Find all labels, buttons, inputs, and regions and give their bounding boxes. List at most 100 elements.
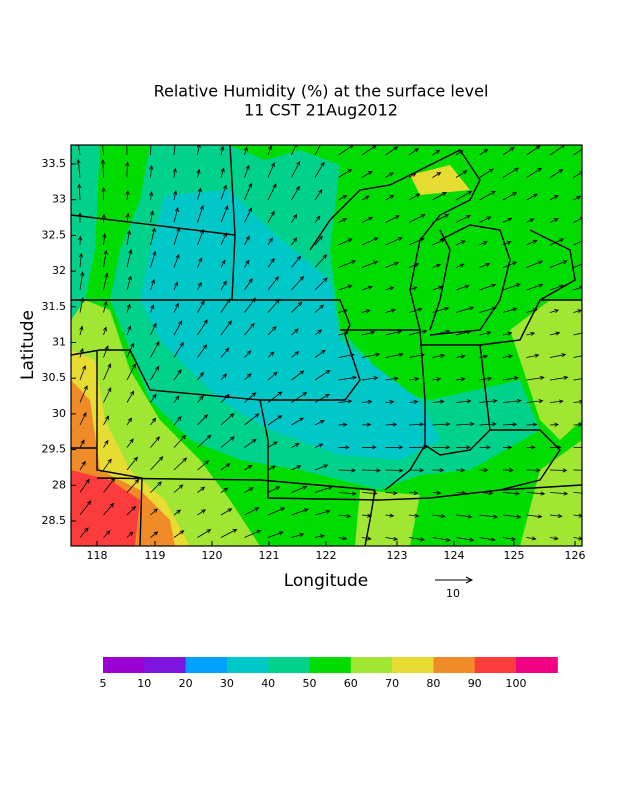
wind-vector	[173, 368, 182, 381]
wind-vector	[267, 371, 278, 381]
wind-vector	[526, 468, 541, 473]
wind-vector	[197, 395, 204, 403]
wind-vector	[173, 190, 178, 201]
wind-vector	[526, 422, 538, 427]
y-tick-label: 28.5	[42, 514, 67, 527]
wind-vector	[549, 260, 568, 268]
wind-vector	[385, 422, 398, 427]
wind-vector	[502, 167, 519, 178]
wind-vector	[173, 253, 180, 268]
wind-vector	[150, 456, 164, 471]
wind-vector	[267, 465, 276, 471]
wind-vector	[267, 391, 283, 403]
wind-vector	[361, 195, 370, 201]
x-tick-label: 123	[387, 549, 408, 562]
wind-vector	[102, 326, 107, 336]
wind-vector	[102, 233, 107, 246]
wind-vector	[526, 167, 543, 178]
wind-vector	[479, 398, 498, 404]
colorbar-swatch	[103, 657, 145, 673]
wind-vector	[526, 260, 544, 268]
wind-vector	[220, 528, 238, 538]
wind-vector	[291, 370, 305, 381]
wind-vector	[220, 373, 228, 381]
wind-vector	[314, 419, 325, 426]
wind-vector	[267, 210, 275, 223]
wind-vector	[126, 456, 138, 471]
wind-vector	[197, 344, 208, 358]
y-tick-label: 32	[52, 264, 66, 277]
wind-vector	[244, 350, 252, 358]
wind-vector	[361, 422, 372, 427]
wind-vector	[479, 241, 488, 246]
wind-vector	[432, 537, 451, 542]
wind-vector	[150, 304, 155, 313]
wind-vector	[361, 285, 373, 291]
wind-vector	[432, 490, 442, 495]
colorbar-swatch	[144, 657, 187, 673]
wind-vector	[79, 527, 89, 538]
wind-vector	[549, 238, 565, 246]
wind-vector	[502, 445, 513, 450]
wind-vector	[197, 371, 204, 381]
wind-vector	[338, 422, 348, 427]
wind-vector	[267, 507, 286, 516]
wind-vector	[79, 460, 86, 471]
wind-vector	[126, 363, 136, 381]
wind-vector	[432, 149, 441, 156]
wind-vector	[361, 260, 379, 268]
x-tick-label: 125	[504, 549, 525, 562]
wind-vector	[408, 399, 419, 405]
wind-vector	[101, 186, 106, 201]
wind-vector	[291, 213, 298, 223]
wind-vector	[173, 302, 179, 313]
wind-vector	[244, 373, 252, 381]
wind-vector	[103, 272, 109, 291]
wind-vector	[267, 145, 273, 156]
wind-vector	[150, 279, 155, 291]
wind-vector	[361, 376, 379, 381]
wind-vector	[103, 300, 108, 313]
wind-vector	[197, 187, 202, 201]
colorbar-label: 100	[506, 677, 527, 690]
x-tick-label: 120	[202, 549, 223, 562]
wind-vector	[150, 227, 156, 246]
wind-vector	[338, 468, 356, 473]
wind-vector	[385, 146, 399, 156]
wind-vector	[573, 446, 582, 448]
wind-vector	[502, 354, 514, 359]
wind-vector	[126, 229, 132, 246]
wind-vector	[314, 349, 326, 358]
wind-vector	[173, 341, 184, 358]
wind-vector	[479, 216, 492, 223]
wind-vector	[338, 238, 353, 246]
y-tick-label: 33.5	[42, 157, 67, 170]
wind-vector	[385, 215, 400, 223]
wind-vector	[408, 513, 420, 518]
wind-vector	[197, 434, 212, 448]
wind-vector	[549, 375, 569, 381]
wind-vector	[79, 364, 86, 381]
wind-vector	[244, 464, 253, 471]
wind-vector	[526, 491, 546, 496]
wind-vector	[338, 399, 353, 404]
wind-vector	[479, 262, 491, 268]
wind-vector	[455, 190, 473, 201]
wind-vector	[526, 283, 544, 291]
wind-vector	[502, 398, 522, 404]
wind-vector	[408, 148, 419, 156]
wind-vector	[244, 259, 250, 268]
x-axis-label: Longitude	[284, 571, 369, 591]
wind-vector	[502, 491, 521, 496]
wind-vector	[479, 514, 499, 519]
wind-vector	[314, 189, 323, 201]
wind-vector	[338, 260, 357, 268]
wind-vector	[243, 146, 248, 156]
wind-vector	[455, 377, 466, 382]
wind-vector	[361, 352, 381, 358]
y-axis-label: Latitude	[18, 310, 38, 380]
wind-vector	[573, 309, 582, 314]
wind-vector	[220, 280, 227, 291]
wind-vector	[502, 283, 521, 291]
y-tick-label: 32.5	[42, 228, 67, 241]
